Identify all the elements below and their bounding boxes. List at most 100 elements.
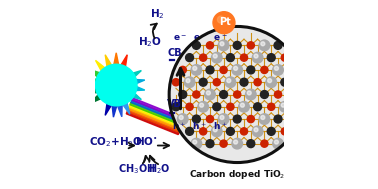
Circle shape [169, 26, 305, 163]
Circle shape [107, 75, 126, 95]
Circle shape [261, 66, 268, 74]
Circle shape [193, 140, 197, 144]
Circle shape [227, 79, 231, 83]
Polygon shape [105, 55, 113, 69]
Circle shape [261, 42, 265, 46]
Circle shape [267, 54, 275, 62]
Circle shape [254, 103, 262, 111]
Circle shape [226, 127, 234, 135]
Circle shape [184, 77, 195, 88]
Circle shape [273, 65, 284, 75]
Circle shape [172, 103, 180, 111]
FancyArrowPatch shape [149, 156, 158, 164]
Circle shape [213, 79, 220, 86]
Circle shape [274, 115, 282, 123]
Circle shape [267, 127, 275, 135]
Polygon shape [134, 86, 145, 91]
Circle shape [100, 69, 133, 101]
Polygon shape [126, 112, 179, 135]
Circle shape [252, 52, 263, 63]
Circle shape [288, 115, 295, 123]
Circle shape [220, 140, 227, 147]
Circle shape [247, 66, 255, 74]
Polygon shape [96, 60, 107, 73]
Circle shape [268, 103, 275, 110]
Circle shape [254, 128, 258, 132]
Polygon shape [120, 55, 127, 69]
Circle shape [213, 103, 221, 111]
Circle shape [213, 12, 235, 34]
Circle shape [218, 114, 229, 124]
Text: Carbon doped TiO$_2$: Carbon doped TiO$_2$ [189, 168, 285, 181]
Polygon shape [131, 100, 184, 123]
Circle shape [186, 54, 194, 62]
Polygon shape [130, 102, 183, 125]
Circle shape [211, 52, 222, 63]
Polygon shape [85, 87, 99, 93]
Circle shape [179, 115, 183, 119]
Polygon shape [132, 98, 184, 121]
Text: Pt: Pt [218, 17, 231, 27]
Circle shape [247, 91, 251, 95]
Circle shape [274, 41, 282, 49]
Circle shape [95, 64, 137, 106]
Text: CB: CB [167, 48, 182, 58]
Circle shape [239, 101, 249, 112]
Circle shape [266, 77, 276, 88]
Circle shape [179, 91, 187, 98]
Polygon shape [129, 105, 182, 128]
Circle shape [234, 91, 241, 98]
Circle shape [206, 42, 214, 49]
Text: CH$_3$OH: CH$_3$OH [118, 162, 156, 176]
Circle shape [206, 115, 214, 123]
Circle shape [109, 78, 124, 92]
Polygon shape [122, 101, 130, 114]
Circle shape [279, 101, 290, 112]
Circle shape [220, 42, 224, 46]
Circle shape [186, 103, 193, 110]
Circle shape [220, 66, 227, 74]
Circle shape [247, 140, 255, 148]
Circle shape [288, 66, 296, 74]
Circle shape [245, 89, 256, 100]
Circle shape [198, 101, 209, 112]
Circle shape [295, 79, 302, 86]
Circle shape [220, 91, 228, 98]
Circle shape [234, 66, 238, 70]
Circle shape [240, 128, 248, 135]
Circle shape [205, 89, 215, 100]
Circle shape [191, 65, 202, 75]
Circle shape [254, 54, 258, 58]
Circle shape [191, 138, 202, 149]
Circle shape [274, 91, 282, 98]
Polygon shape [128, 107, 181, 130]
Circle shape [247, 42, 254, 49]
Text: H$_2$O: H$_2$O [149, 162, 171, 176]
Circle shape [172, 79, 180, 86]
Circle shape [260, 91, 268, 98]
Circle shape [233, 115, 241, 123]
Circle shape [211, 126, 222, 137]
Circle shape [225, 77, 236, 88]
Polygon shape [105, 101, 113, 115]
Circle shape [200, 54, 207, 61]
Circle shape [273, 138, 284, 149]
Circle shape [259, 40, 270, 51]
Polygon shape [134, 79, 145, 84]
Circle shape [186, 79, 190, 83]
Polygon shape [113, 53, 119, 67]
Circle shape [281, 128, 288, 135]
Circle shape [232, 138, 243, 149]
FancyArrowPatch shape [151, 24, 157, 38]
Circle shape [200, 103, 204, 107]
Circle shape [102, 71, 130, 99]
Circle shape [281, 103, 285, 107]
Circle shape [217, 16, 231, 29]
Circle shape [294, 103, 302, 111]
Text: e$^-$  e$^-$  e$^-$: e$^-$ e$^-$ e$^-$ [173, 33, 228, 43]
Circle shape [240, 103, 245, 107]
Circle shape [218, 40, 229, 51]
Circle shape [213, 54, 217, 58]
Circle shape [240, 54, 248, 61]
Circle shape [192, 41, 200, 49]
